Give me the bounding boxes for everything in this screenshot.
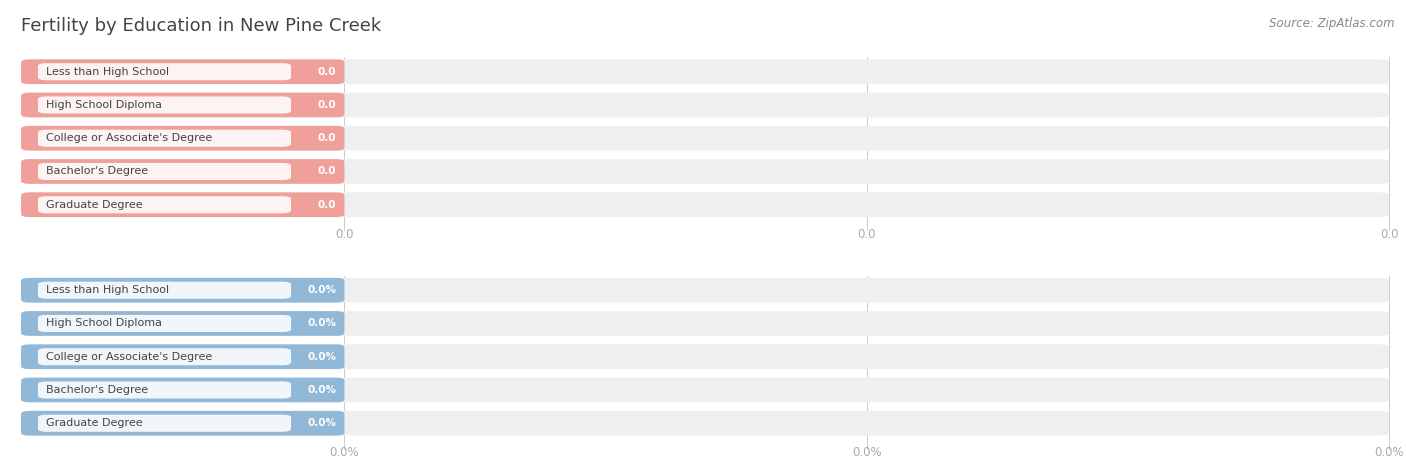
FancyBboxPatch shape <box>38 96 291 114</box>
FancyBboxPatch shape <box>21 378 1389 402</box>
Text: Graduate Degree: Graduate Degree <box>46 200 143 210</box>
Text: 0.0: 0.0 <box>1379 228 1399 241</box>
Text: College or Associate's Degree: College or Associate's Degree <box>46 352 212 362</box>
Text: 0.0: 0.0 <box>858 228 876 241</box>
FancyBboxPatch shape <box>21 411 344 436</box>
Text: 0.0: 0.0 <box>318 133 336 143</box>
FancyBboxPatch shape <box>21 378 344 402</box>
Text: Graduate Degree: Graduate Degree <box>46 418 143 428</box>
FancyBboxPatch shape <box>21 192 1389 217</box>
Text: 0.0%: 0.0% <box>1374 446 1405 459</box>
FancyBboxPatch shape <box>21 311 344 336</box>
FancyBboxPatch shape <box>38 348 291 365</box>
Text: Bachelor's Degree: Bachelor's Degree <box>46 385 149 395</box>
Text: 0.0: 0.0 <box>335 228 354 241</box>
FancyBboxPatch shape <box>21 59 1389 84</box>
Text: 0.0: 0.0 <box>318 166 336 177</box>
Text: High School Diploma: High School Diploma <box>46 100 163 110</box>
FancyBboxPatch shape <box>38 315 291 332</box>
Text: 0.0: 0.0 <box>318 66 336 77</box>
Text: Less than High School: Less than High School <box>46 285 170 295</box>
FancyBboxPatch shape <box>21 126 344 151</box>
Text: Bachelor's Degree: Bachelor's Degree <box>46 166 149 177</box>
FancyBboxPatch shape <box>38 415 291 432</box>
FancyBboxPatch shape <box>21 93 1389 117</box>
FancyBboxPatch shape <box>21 278 1389 303</box>
Text: 0.0%: 0.0% <box>329 446 360 459</box>
FancyBboxPatch shape <box>21 278 344 303</box>
Text: 0.0%: 0.0% <box>307 352 336 362</box>
Text: 0.0: 0.0 <box>318 200 336 210</box>
FancyBboxPatch shape <box>21 93 344 117</box>
FancyBboxPatch shape <box>21 192 344 217</box>
Text: 0.0%: 0.0% <box>307 385 336 395</box>
FancyBboxPatch shape <box>38 196 291 213</box>
Text: 0.0%: 0.0% <box>852 446 882 459</box>
Text: 0.0%: 0.0% <box>307 318 336 329</box>
Text: Fertility by Education in New Pine Creek: Fertility by Education in New Pine Creek <box>21 17 381 35</box>
FancyBboxPatch shape <box>38 163 291 180</box>
FancyBboxPatch shape <box>38 282 291 299</box>
Text: 0.0%: 0.0% <box>307 285 336 295</box>
Text: Less than High School: Less than High School <box>46 66 170 77</box>
FancyBboxPatch shape <box>38 130 291 147</box>
FancyBboxPatch shape <box>21 159 344 184</box>
Text: 0.0%: 0.0% <box>307 418 336 428</box>
Text: College or Associate's Degree: College or Associate's Degree <box>46 133 212 143</box>
FancyBboxPatch shape <box>21 344 1389 369</box>
FancyBboxPatch shape <box>38 63 291 80</box>
Text: Source: ZipAtlas.com: Source: ZipAtlas.com <box>1270 17 1395 29</box>
FancyBboxPatch shape <box>21 311 1389 336</box>
FancyBboxPatch shape <box>21 59 344 84</box>
FancyBboxPatch shape <box>38 381 291 399</box>
Text: High School Diploma: High School Diploma <box>46 318 163 329</box>
FancyBboxPatch shape <box>21 159 1389 184</box>
FancyBboxPatch shape <box>21 126 1389 151</box>
Text: 0.0: 0.0 <box>318 100 336 110</box>
FancyBboxPatch shape <box>21 344 344 369</box>
FancyBboxPatch shape <box>21 411 1389 436</box>
